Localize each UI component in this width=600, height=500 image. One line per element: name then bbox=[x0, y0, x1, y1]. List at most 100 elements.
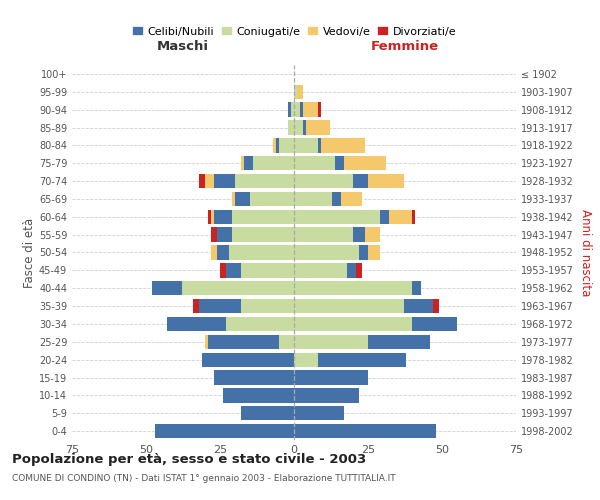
Bar bbox=[353, 228, 365, 242]
Bar bbox=[320, 138, 365, 152]
Bar bbox=[199, 299, 241, 313]
Bar bbox=[229, 246, 294, 260]
Bar bbox=[353, 174, 368, 188]
Bar bbox=[208, 210, 211, 224]
Bar bbox=[365, 228, 380, 242]
Bar bbox=[226, 263, 241, 278]
Bar bbox=[155, 424, 294, 438]
Bar bbox=[232, 210, 294, 224]
Bar bbox=[241, 263, 294, 278]
Bar bbox=[294, 299, 404, 313]
Bar bbox=[300, 102, 303, 117]
Bar bbox=[294, 156, 335, 170]
Bar bbox=[341, 192, 362, 206]
Bar bbox=[294, 263, 347, 278]
Bar bbox=[205, 174, 214, 188]
Bar bbox=[202, 352, 294, 367]
Bar bbox=[294, 138, 317, 152]
Bar bbox=[226, 317, 294, 331]
Text: COMUNE DI CONDINO (TN) - Dati ISTAT 1° gennaio 2003 - Elaborazione TUTTITALIA.IT: COMUNE DI CONDINO (TN) - Dati ISTAT 1° g… bbox=[12, 474, 395, 483]
Bar bbox=[217, 246, 229, 260]
Bar bbox=[297, 84, 303, 99]
Bar bbox=[294, 174, 353, 188]
Bar bbox=[223, 388, 294, 402]
Bar bbox=[294, 370, 368, 384]
Bar bbox=[220, 263, 226, 278]
Bar bbox=[344, 156, 386, 170]
Bar bbox=[250, 192, 294, 206]
Text: Maschi: Maschi bbox=[157, 40, 209, 52]
Bar bbox=[167, 317, 226, 331]
Bar bbox=[273, 138, 276, 152]
Bar bbox=[303, 102, 317, 117]
Bar bbox=[214, 210, 232, 224]
Bar bbox=[368, 174, 404, 188]
Bar bbox=[317, 102, 320, 117]
Y-axis label: Anni di nascita: Anni di nascita bbox=[579, 209, 592, 296]
Bar bbox=[347, 263, 356, 278]
Bar bbox=[294, 406, 344, 420]
Bar bbox=[152, 281, 182, 295]
Bar bbox=[294, 334, 368, 349]
Bar bbox=[211, 228, 217, 242]
Bar bbox=[241, 156, 244, 170]
Bar bbox=[235, 192, 250, 206]
Bar bbox=[241, 406, 294, 420]
Bar bbox=[211, 210, 214, 224]
Bar bbox=[317, 352, 406, 367]
Bar bbox=[211, 246, 217, 260]
Bar bbox=[317, 138, 320, 152]
Bar bbox=[368, 246, 380, 260]
Bar bbox=[368, 334, 430, 349]
Bar bbox=[356, 263, 362, 278]
Bar bbox=[291, 102, 294, 117]
Bar bbox=[294, 102, 300, 117]
Bar bbox=[241, 299, 294, 313]
Bar bbox=[182, 281, 294, 295]
Bar bbox=[294, 317, 412, 331]
Bar bbox=[199, 174, 205, 188]
Bar bbox=[193, 299, 199, 313]
Bar bbox=[288, 102, 291, 117]
Bar bbox=[380, 210, 389, 224]
Bar bbox=[276, 138, 279, 152]
Bar bbox=[279, 334, 294, 349]
Bar bbox=[294, 388, 359, 402]
Bar bbox=[294, 210, 380, 224]
Bar bbox=[433, 299, 439, 313]
Bar bbox=[294, 120, 303, 134]
Bar bbox=[294, 228, 353, 242]
Bar bbox=[359, 246, 368, 260]
Bar bbox=[306, 120, 329, 134]
Bar bbox=[412, 210, 415, 224]
Bar bbox=[217, 228, 232, 242]
Bar bbox=[412, 317, 457, 331]
Text: Popolazione per età, sesso e stato civile - 2003: Popolazione per età, sesso e stato civil… bbox=[12, 452, 366, 466]
Bar bbox=[335, 156, 344, 170]
Bar bbox=[244, 156, 253, 170]
Bar bbox=[389, 210, 412, 224]
Bar bbox=[288, 120, 294, 134]
Bar bbox=[294, 424, 436, 438]
Bar bbox=[253, 156, 294, 170]
Bar bbox=[279, 138, 294, 152]
Bar bbox=[332, 192, 341, 206]
Bar bbox=[294, 246, 359, 260]
Y-axis label: Fasce di età: Fasce di età bbox=[23, 218, 36, 288]
Bar bbox=[214, 370, 294, 384]
Bar bbox=[205, 334, 208, 349]
Text: Femmine: Femmine bbox=[371, 40, 439, 52]
Bar bbox=[232, 192, 235, 206]
Bar bbox=[294, 192, 332, 206]
Bar bbox=[294, 84, 297, 99]
Bar bbox=[208, 334, 279, 349]
Bar bbox=[235, 174, 294, 188]
Bar bbox=[404, 299, 433, 313]
Legend: Celibi/Nubili, Coniugati/e, Vedovi/e, Divorziati/e: Celibi/Nubili, Coniugati/e, Vedovi/e, Di… bbox=[127, 22, 461, 41]
Bar bbox=[412, 281, 421, 295]
Bar bbox=[294, 281, 412, 295]
Bar bbox=[303, 120, 306, 134]
Bar bbox=[214, 174, 235, 188]
Bar bbox=[232, 228, 294, 242]
Bar bbox=[294, 352, 317, 367]
